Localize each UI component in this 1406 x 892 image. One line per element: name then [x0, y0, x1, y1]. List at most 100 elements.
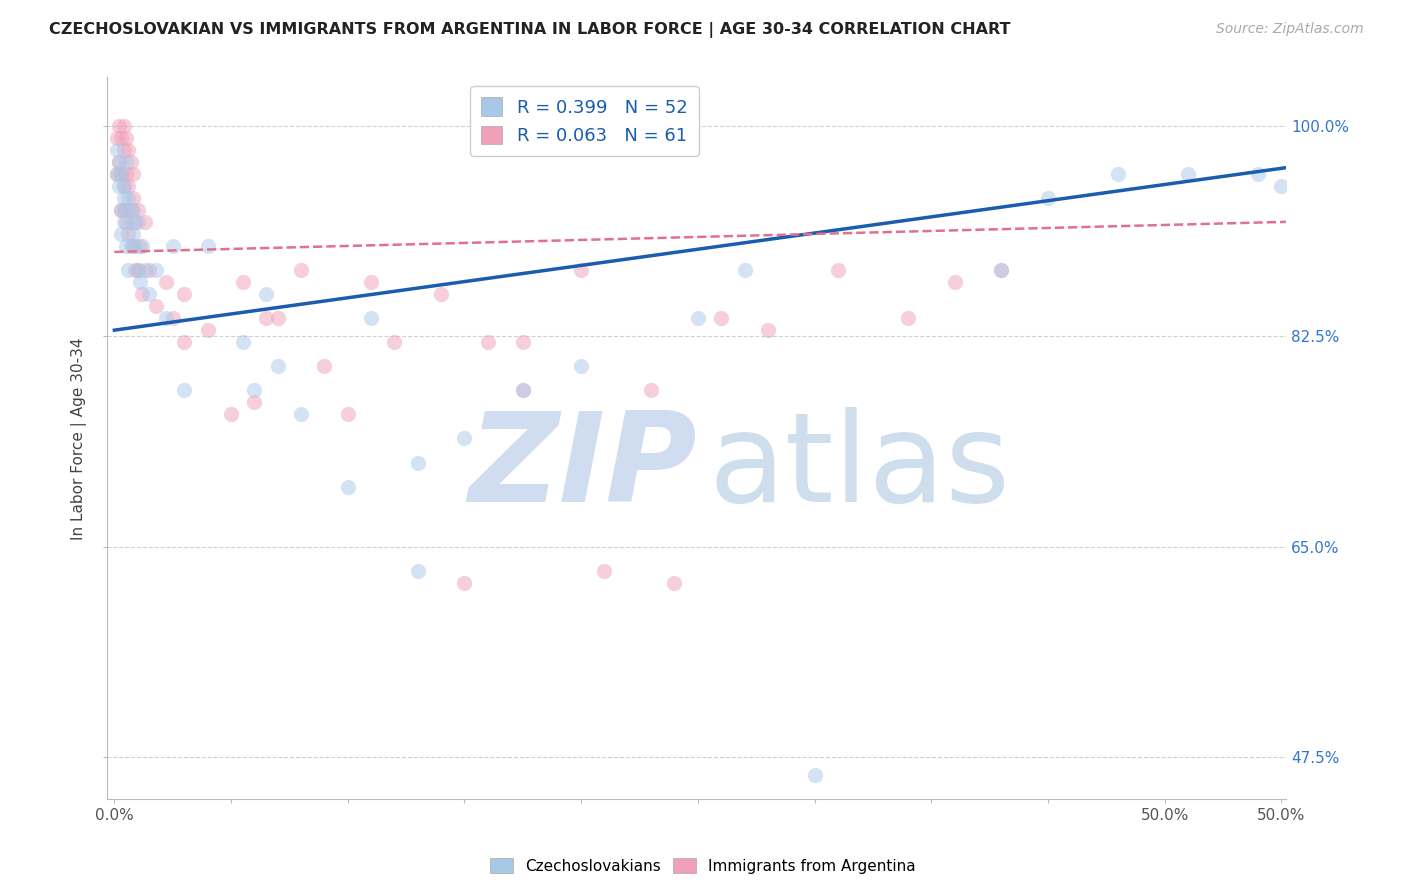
Point [105, 167, 128, 181]
Point [336, 479, 359, 493]
Point [117, 178, 139, 193]
Point [105, 167, 128, 181]
Point [115, 167, 138, 181]
Point [219, 408, 242, 422]
Point [105, 143, 128, 157]
Text: atlas: atlas [709, 407, 1011, 528]
Point [569, 359, 592, 374]
Point [124, 239, 146, 253]
Point [803, 768, 825, 782]
Point [664, 575, 686, 590]
Point [127, 263, 149, 277]
Point [108, 154, 131, 169]
Point [122, 202, 145, 217]
Point [112, 178, 135, 193]
Point [430, 287, 453, 301]
Point [120, 215, 142, 229]
Point [122, 167, 145, 181]
Point [115, 215, 138, 229]
Point [1270, 178, 1292, 193]
Point [173, 335, 195, 350]
Point [112, 191, 135, 205]
Point [129, 275, 152, 289]
Point [943, 275, 966, 289]
Point [990, 263, 1012, 277]
Point [710, 311, 733, 326]
Point [336, 408, 359, 422]
Point [1107, 167, 1129, 181]
Point [145, 299, 167, 313]
Point [138, 263, 160, 277]
Point [232, 275, 254, 289]
Point [120, 202, 142, 217]
Point [112, 143, 135, 157]
Point [267, 311, 290, 326]
Point [756, 323, 779, 337]
Point [290, 263, 312, 277]
Point [267, 359, 290, 374]
Point [254, 287, 277, 301]
Point [112, 119, 135, 133]
Text: ZIP: ZIP [468, 407, 696, 528]
Point [243, 395, 266, 409]
Point [108, 119, 131, 133]
Point [110, 130, 132, 145]
Point [243, 384, 266, 398]
Point [110, 227, 132, 241]
Point [360, 311, 382, 326]
Point [512, 384, 534, 398]
Point [124, 263, 146, 277]
Text: Source: ZipAtlas.com: Source: ZipAtlas.com [1216, 22, 1364, 37]
Point [173, 287, 195, 301]
Point [453, 432, 475, 446]
Point [110, 202, 132, 217]
Point [110, 202, 132, 217]
Point [453, 575, 475, 590]
Point [129, 239, 152, 253]
Point [127, 215, 149, 229]
Point [131, 287, 153, 301]
Point [134, 263, 156, 277]
Point [115, 154, 138, 169]
Point [477, 335, 499, 350]
Point [314, 359, 336, 374]
Point [406, 456, 429, 470]
Y-axis label: In Labor Force | Age 30-34: In Labor Force | Age 30-34 [72, 337, 87, 540]
Point [124, 215, 146, 229]
Point [117, 191, 139, 205]
Point [145, 263, 167, 277]
Point [131, 239, 153, 253]
Point [108, 154, 131, 169]
Point [120, 239, 142, 253]
Point [120, 154, 142, 169]
Point [117, 143, 139, 157]
Point [640, 384, 662, 398]
Point [127, 263, 149, 277]
Point [115, 130, 138, 145]
Legend: R = 0.399   N = 52, R = 0.063   N = 61: R = 0.399 N = 52, R = 0.063 N = 61 [470, 87, 699, 156]
Point [1247, 167, 1270, 181]
Point [290, 408, 312, 422]
Text: CZECHOSLOVAKIAN VS IMMIGRANTS FROM ARGENTINA IN LABOR FORCE | AGE 30-34 CORRELAT: CZECHOSLOVAKIAN VS IMMIGRANTS FROM ARGEN… [49, 22, 1011, 38]
Point [112, 215, 135, 229]
Point [112, 178, 135, 193]
Point [1177, 167, 1199, 181]
Point [134, 215, 156, 229]
Point [384, 335, 406, 350]
Point [512, 335, 534, 350]
Point [117, 227, 139, 241]
Point [127, 202, 149, 217]
Point [686, 311, 709, 326]
Point [197, 323, 219, 337]
Point [122, 227, 145, 241]
Point [569, 263, 592, 277]
Point [108, 178, 131, 193]
Point [512, 384, 534, 398]
Point [122, 191, 145, 205]
Point [162, 239, 184, 253]
Point [138, 287, 160, 301]
Point [110, 167, 132, 181]
Point [115, 202, 138, 217]
Point [162, 311, 184, 326]
Point [155, 275, 177, 289]
